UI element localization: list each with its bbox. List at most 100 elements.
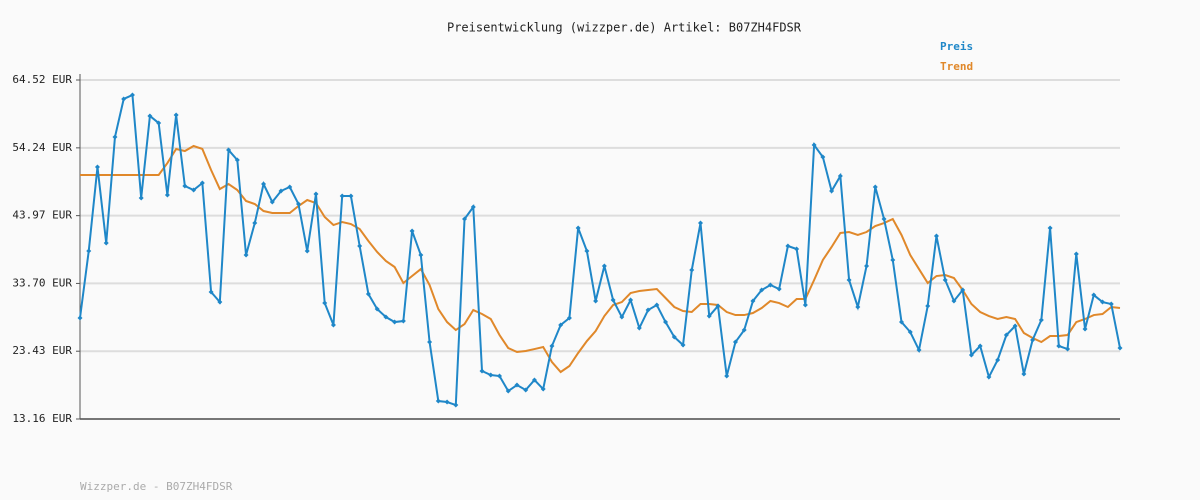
data-point	[164, 192, 170, 198]
data-point	[1065, 346, 1071, 352]
data-point	[540, 386, 546, 392]
data-point	[907, 329, 913, 335]
data-point	[968, 352, 974, 358]
data-point	[820, 154, 826, 160]
data-point	[601, 263, 607, 269]
data-point	[261, 181, 267, 187]
data-point	[855, 304, 861, 310]
data-point	[191, 187, 197, 193]
data-point	[566, 315, 572, 321]
data-point	[732, 339, 738, 345]
data-point	[295, 201, 301, 207]
y-tick-label: 64.52 EUR	[12, 73, 72, 86]
data-point	[330, 322, 336, 328]
data-point	[960, 287, 966, 293]
data-point	[671, 334, 677, 340]
data-point	[182, 183, 188, 189]
data-point	[1021, 371, 1027, 377]
data-point	[593, 298, 599, 304]
data-point	[523, 387, 529, 393]
data-point	[663, 319, 669, 325]
y-tick-label: 13.16 EUR	[12, 412, 72, 425]
footer: Wizzper.de - B07ZH4FDSR	[80, 480, 233, 493]
data-point	[488, 372, 494, 378]
data-point	[942, 277, 948, 283]
data-point	[706, 313, 712, 319]
data-point	[916, 347, 922, 353]
data-point	[199, 180, 205, 186]
data-point	[208, 289, 214, 295]
chart-title: Preisentwicklung (wizzper.de) Artikel: B…	[447, 21, 802, 35]
data-point	[1003, 332, 1009, 338]
data-point	[444, 399, 450, 405]
y-tick-label: 54.24 EUR	[12, 141, 72, 154]
data-point	[374, 306, 380, 312]
data-point	[715, 303, 721, 309]
data-point	[94, 164, 100, 170]
data-point	[1038, 317, 1044, 323]
data-point	[645, 307, 651, 313]
data-point	[121, 96, 127, 102]
data-point	[357, 243, 363, 249]
data-point	[837, 173, 843, 179]
data-point	[505, 388, 511, 394]
data-point	[750, 298, 756, 304]
data-point	[741, 327, 747, 333]
y-tick-label: 33.70 EUR	[12, 276, 72, 289]
data-point	[278, 188, 284, 194]
data-point	[759, 287, 765, 293]
data-point	[1047, 225, 1053, 231]
data-point	[234, 157, 240, 163]
data-point	[339, 193, 345, 199]
data-point	[986, 374, 992, 380]
data-point	[479, 368, 485, 374]
data-point	[899, 319, 905, 325]
y-tick-label: 23.43 EUR	[12, 344, 72, 357]
data-point	[977, 343, 983, 349]
data-point	[217, 299, 223, 305]
data-point	[409, 228, 415, 234]
data-point	[636, 325, 642, 331]
data-point	[767, 282, 773, 288]
data-point	[365, 291, 371, 297]
data-point	[628, 297, 634, 303]
data-point	[872, 184, 878, 190]
data-point	[951, 298, 957, 304]
data-point	[287, 184, 293, 190]
y-tick-label: 43.97 EUR	[12, 209, 72, 222]
data-point	[453, 402, 459, 408]
data-point	[1117, 345, 1123, 351]
data-point	[470, 204, 476, 210]
data-point	[1030, 337, 1036, 343]
legend-label: Trend	[940, 60, 973, 73]
data-point	[427, 339, 433, 345]
data-point	[531, 377, 537, 383]
data-point	[864, 263, 870, 269]
data-point	[925, 303, 931, 309]
series-line	[80, 144, 1121, 374]
data-point	[313, 191, 319, 197]
data-point	[654, 302, 660, 308]
data-point	[724, 373, 730, 379]
data-point	[514, 382, 520, 388]
data-point	[558, 322, 564, 328]
data-point	[811, 142, 817, 148]
data-point	[1073, 251, 1079, 257]
data-point	[1056, 343, 1062, 349]
data-point	[243, 252, 249, 258]
data-point	[156, 120, 162, 126]
series-line	[79, 93, 1121, 407]
data-point	[1091, 292, 1097, 298]
data-point	[802, 302, 808, 308]
data-point	[846, 277, 852, 283]
data-point	[829, 188, 835, 194]
data-point	[776, 286, 782, 292]
data-point	[890, 257, 896, 263]
data-point	[435, 398, 441, 404]
data-point	[226, 147, 232, 153]
data-point	[173, 112, 179, 118]
data-point	[584, 248, 590, 254]
data-point	[680, 342, 686, 348]
